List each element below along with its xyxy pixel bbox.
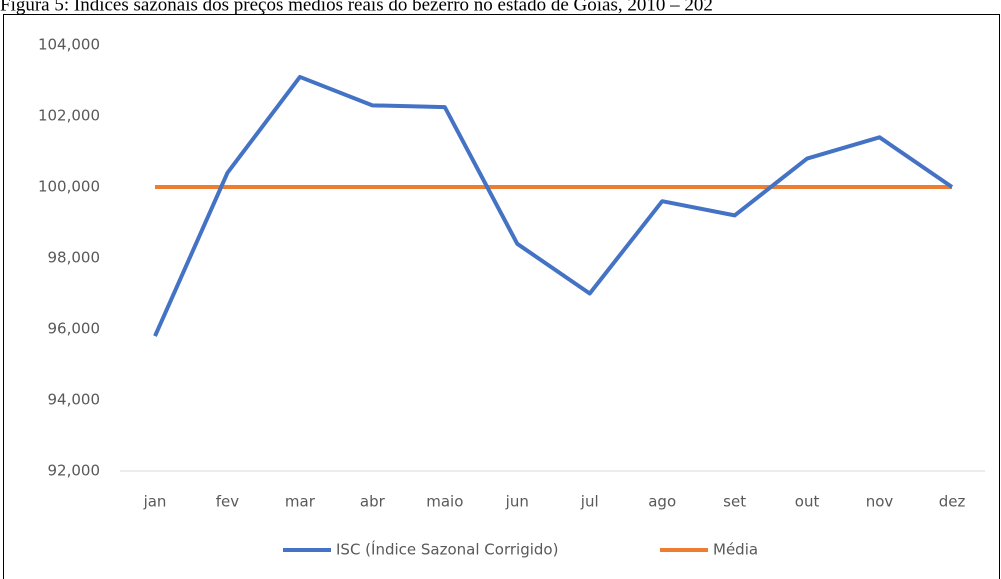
y-tick-label: 102,000 (38, 107, 100, 125)
x-tick-label: jul (580, 493, 599, 511)
x-tick-label: out (795, 493, 820, 511)
legend-label: ISC (Índice Sazonal Corrigido) (336, 540, 558, 559)
caption: Figura 5: Índices sazonais dos preços mé… (0, 0, 713, 15)
series-line (153, 74, 954, 337)
y-tick-label: 100,000 (38, 178, 100, 196)
legend-label: Média (713, 541, 758, 559)
x-tick-label: ago (648, 493, 676, 511)
x-tick-label: jun (505, 493, 529, 511)
y-tick-label: 92,000 (48, 462, 101, 480)
x-tick-label: mar (285, 493, 316, 511)
x-tick-label: set (723, 493, 746, 511)
y-tick-label: 104,000 (38, 36, 100, 54)
x-tick-label: abr (360, 493, 386, 511)
x-tick-label: dez (939, 493, 966, 511)
y-tick-label: 96,000 (48, 320, 101, 338)
x-tick-label: jan (143, 493, 167, 511)
x-tick-label: maio (426, 493, 463, 511)
y-tick-label: 98,000 (48, 249, 101, 267)
chart-border (3, 14, 1000, 579)
x-tick-label: fev (216, 493, 240, 511)
y-tick-label: 94,000 (48, 391, 101, 409)
x-tick-label: nov (866, 493, 894, 511)
